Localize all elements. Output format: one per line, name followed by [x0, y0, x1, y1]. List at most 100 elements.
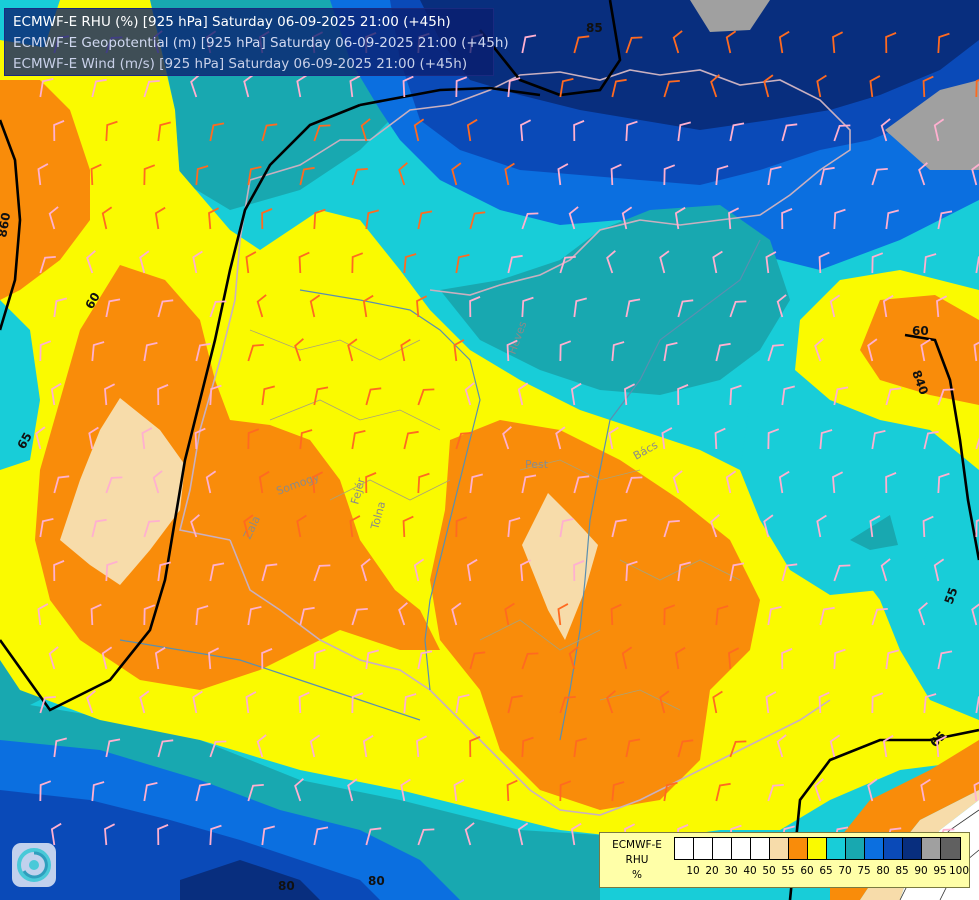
wind-barb-icon: [347, 778, 358, 802]
legend-swatch: [751, 838, 770, 859]
wind-barb-icon: [209, 562, 225, 582]
wind-barb-icon: [625, 120, 638, 142]
wind-barb-icon: [400, 338, 411, 362]
wind-barb-icon: [937, 472, 950, 494]
wind-barb-icon: [922, 75, 934, 98]
wind-barb-icon: [819, 429, 833, 450]
wind-barb-icon: [157, 824, 169, 846]
wind-barb-icon: [105, 120, 118, 142]
wind-barb-icon: [258, 470, 270, 494]
contour-label: 55: [942, 586, 961, 606]
rhu-fill-orange-northwest: [0, 80, 90, 300]
wind-barb-icon: [261, 385, 275, 406]
wind-barb-icon: [247, 428, 260, 450]
wind-barb-icon: [247, 783, 264, 802]
wind-barb-icon: [451, 162, 462, 186]
wind-barb-icon: [933, 558, 945, 582]
wind-barb-icon: [261, 825, 275, 846]
wind-barb-icon: [829, 734, 841, 758]
wind-barb-icon: [885, 649, 899, 670]
wind-barb-icon: [608, 426, 619, 450]
wind-barb-icon: [50, 822, 62, 846]
wind-barb-icon: [351, 429, 366, 450]
wind-barb-icon: [507, 694, 523, 714]
legend-unit: %: [632, 869, 642, 881]
wind-barb-icon: [313, 124, 331, 142]
wind-barb-icon: [247, 165, 262, 186]
wind-barb-icon: [39, 695, 56, 714]
wind-barb-icon: [400, 778, 411, 802]
wind-barb-icon: [559, 517, 574, 538]
legend-tick-label: 50: [762, 865, 776, 877]
wind-barb-icon: [611, 518, 627, 538]
wind-barb-icon: [663, 519, 680, 538]
wind-barb-icon: [559, 255, 576, 274]
wind-barb-icon: [48, 646, 59, 670]
wind-barb-icon: [256, 734, 267, 758]
wind-barb-icon: [568, 206, 579, 230]
wind-barb-icon: [625, 738, 641, 758]
wind-barb-icon: [923, 430, 939, 450]
rhu-fill-teal-east-small: [850, 515, 898, 550]
wind-barb-icon: [520, 559, 532, 582]
wind-barb-icon: [871, 692, 884, 714]
wind-barb-icon: [313, 564, 331, 582]
wind-barb-icon: [313, 386, 329, 406]
wind-barb-icon: [451, 602, 462, 626]
wind-barb-icon: [469, 651, 486, 670]
wind-barb-icon: [365, 472, 377, 494]
wind-barb-icon: [413, 558, 425, 582]
wind-barb-icon: [923, 693, 937, 714]
wind-barb-icon: [816, 74, 827, 98]
wind-barb-icon: [715, 782, 731, 802]
wind-barb-icon: [453, 779, 465, 802]
rhu-fill-navy-north: [420, 0, 979, 130]
wind-barb-icon: [814, 778, 824, 802]
wind-barb-icon: [677, 739, 694, 758]
wind-barb-icon: [298, 251, 310, 274]
rhu-fill-grey-northeast: [885, 80, 979, 170]
wind-barb-icon: [715, 165, 729, 186]
wind-barb-icon: [205, 470, 217, 494]
wind-barb-icon: [663, 79, 680, 98]
wind-barb-icon: [918, 162, 928, 186]
wind-barb-icon: [469, 211, 486, 230]
wind-barb-icon: [261, 123, 278, 142]
legend-model: ECMWF-E: [612, 839, 662, 851]
legend-swatch: [732, 838, 751, 859]
wind-barb-icon: [152, 470, 163, 494]
wind-barb-icon: [933, 118, 945, 142]
wind-barb-icon: [663, 341, 678, 362]
wind-barb-icon: [573, 35, 590, 54]
wind-barb-icon: [833, 124, 851, 142]
legend-swatch: [884, 838, 903, 859]
wind-barb-icon: [832, 31, 844, 54]
wind-barb-icon: [767, 605, 782, 626]
wind-barb-icon: [91, 78, 107, 98]
wind-barb-icon: [971, 162, 979, 186]
wind-barb-icon: [559, 77, 574, 98]
wind-barb-icon: [53, 475, 70, 494]
wind-barb-icon: [53, 737, 67, 758]
wind-barb-icon: [729, 122, 745, 142]
wind-barb-icon: [192, 690, 203, 714]
wind-barb-icon: [712, 690, 723, 714]
wind-barb-icon: [190, 74, 200, 98]
wind-barb-icon: [871, 607, 888, 626]
wind-barb-icon: [520, 119, 532, 142]
legend-swatch: [789, 838, 808, 859]
wind-barb-icon: [256, 294, 267, 318]
legend-swatches: [674, 837, 961, 860]
wind-barb-icon: [101, 646, 113, 670]
wind-barb-icon: [573, 737, 587, 758]
wind-barb-icon: [570, 822, 582, 846]
wind-barb-icon: [869, 75, 881, 98]
wind-barb-icon: [819, 166, 835, 186]
wind-barb-icon: [351, 252, 364, 274]
legend-swatch: [846, 838, 865, 859]
wind-barb-icon: [296, 74, 307, 98]
wind-barb-icon: [776, 734, 787, 758]
wind-barb-icon: [880, 558, 891, 582]
wind-barb-icon: [101, 206, 113, 230]
wind-barb-icon: [611, 341, 625, 362]
